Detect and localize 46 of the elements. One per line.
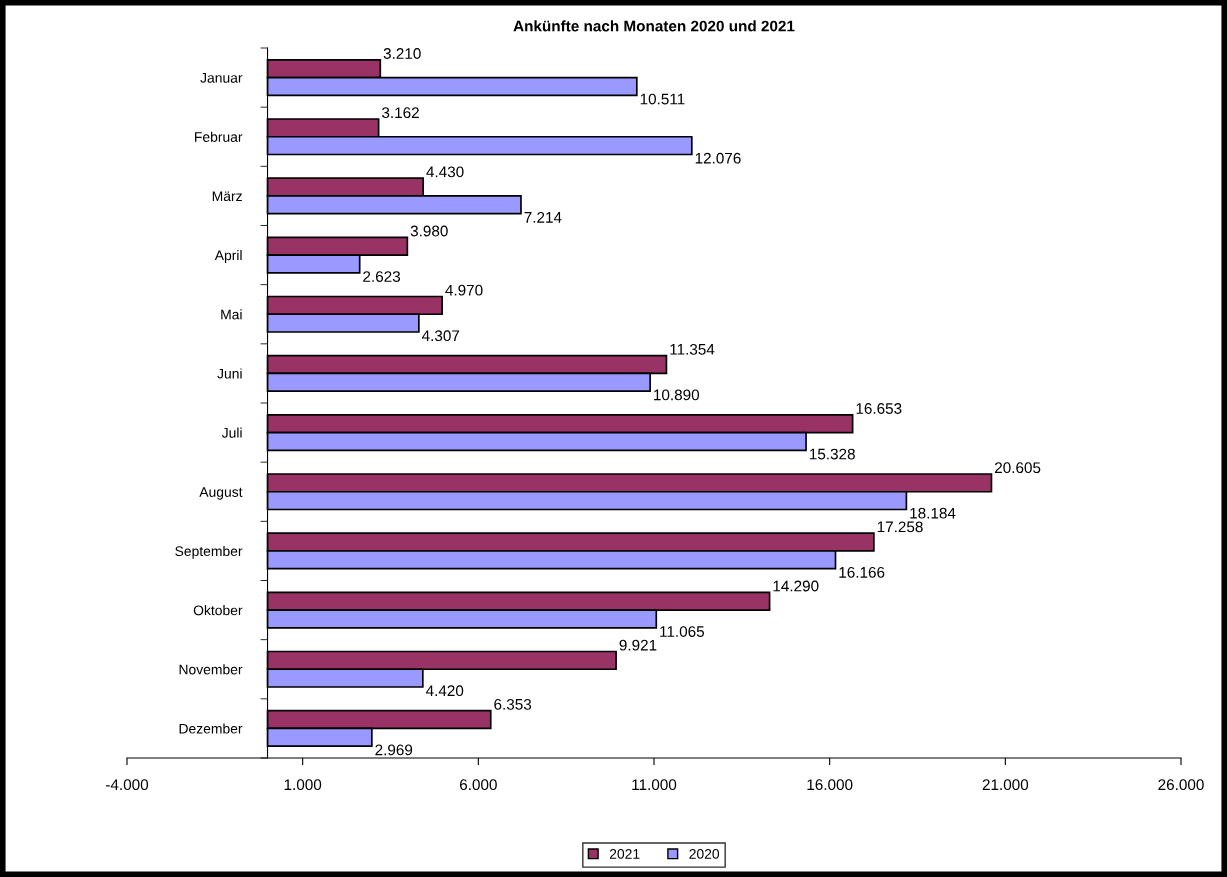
y-tick-label: Januar xyxy=(200,73,243,83)
y-tick-label: August xyxy=(199,487,243,500)
y-tick-label: November xyxy=(179,664,243,675)
data-label: 15.328 xyxy=(810,448,855,460)
data-label: 16.653 xyxy=(856,403,902,414)
data-label: 4.420 xyxy=(425,685,464,697)
data-label: 10.511 xyxy=(640,93,685,105)
y-tick-label: Dezember xyxy=(179,723,243,734)
x-tick-label: 26.000 xyxy=(1158,779,1204,791)
data-label: 3.210 xyxy=(383,48,421,59)
legend-label: 2021 xyxy=(609,848,640,859)
y-tick-label: Juli xyxy=(221,427,242,438)
data-label: 2.969 xyxy=(375,744,413,756)
data-label: 10.890 xyxy=(654,389,700,401)
data-label: 11.065 xyxy=(660,626,705,637)
y-tick-label: Mai xyxy=(221,309,242,320)
data-label: 4.970 xyxy=(445,284,483,296)
data-label: 4.430 xyxy=(426,166,464,178)
data-label: 7.214 xyxy=(524,211,562,223)
y-tick-label: März xyxy=(212,191,242,202)
x-tick-label: -4.000 xyxy=(106,779,149,791)
x-tick-label: 16.000 xyxy=(807,779,853,791)
y-tick-label: September xyxy=(175,545,243,559)
data-label: 2.623 xyxy=(363,271,401,282)
data-label: 3.980 xyxy=(410,225,448,237)
data-label: 20.605 xyxy=(995,462,1041,474)
data-label: 16.166 xyxy=(839,566,885,578)
y-tick-label: Juni xyxy=(217,368,242,379)
legend-label: 2020 xyxy=(689,848,720,859)
x-tick-label: 11.000 xyxy=(632,779,677,791)
data-label: 11.354 xyxy=(670,343,715,355)
y-tick-label: Oktober xyxy=(193,605,243,616)
data-label: 9.921 xyxy=(619,639,657,651)
x-tick-label: 21.000 xyxy=(982,779,1029,791)
y-tick-label: Februar xyxy=(195,131,243,142)
data-label: 12.076 xyxy=(695,152,741,164)
data-label: 17.258 xyxy=(877,521,923,533)
y-tick-label: April xyxy=(214,250,242,263)
data-label: 18.184 xyxy=(910,507,956,519)
data-label: 14.290 xyxy=(773,580,819,592)
x-tick-label: 1.000 xyxy=(284,779,322,791)
data-label: 3.162 xyxy=(381,107,419,119)
data-label: 6.353 xyxy=(494,698,532,710)
data-label: 4.307 xyxy=(421,330,460,342)
x-tick-label: 6.000 xyxy=(460,779,497,791)
chart-title: Ankünfte nach Monaten 2020 und 2021 xyxy=(513,20,795,32)
